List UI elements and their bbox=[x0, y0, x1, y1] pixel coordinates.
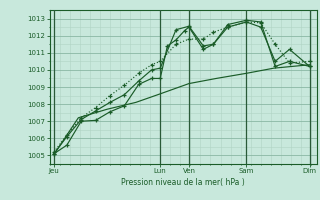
X-axis label: Pression niveau de la mer( hPa ): Pression niveau de la mer( hPa ) bbox=[121, 178, 245, 187]
